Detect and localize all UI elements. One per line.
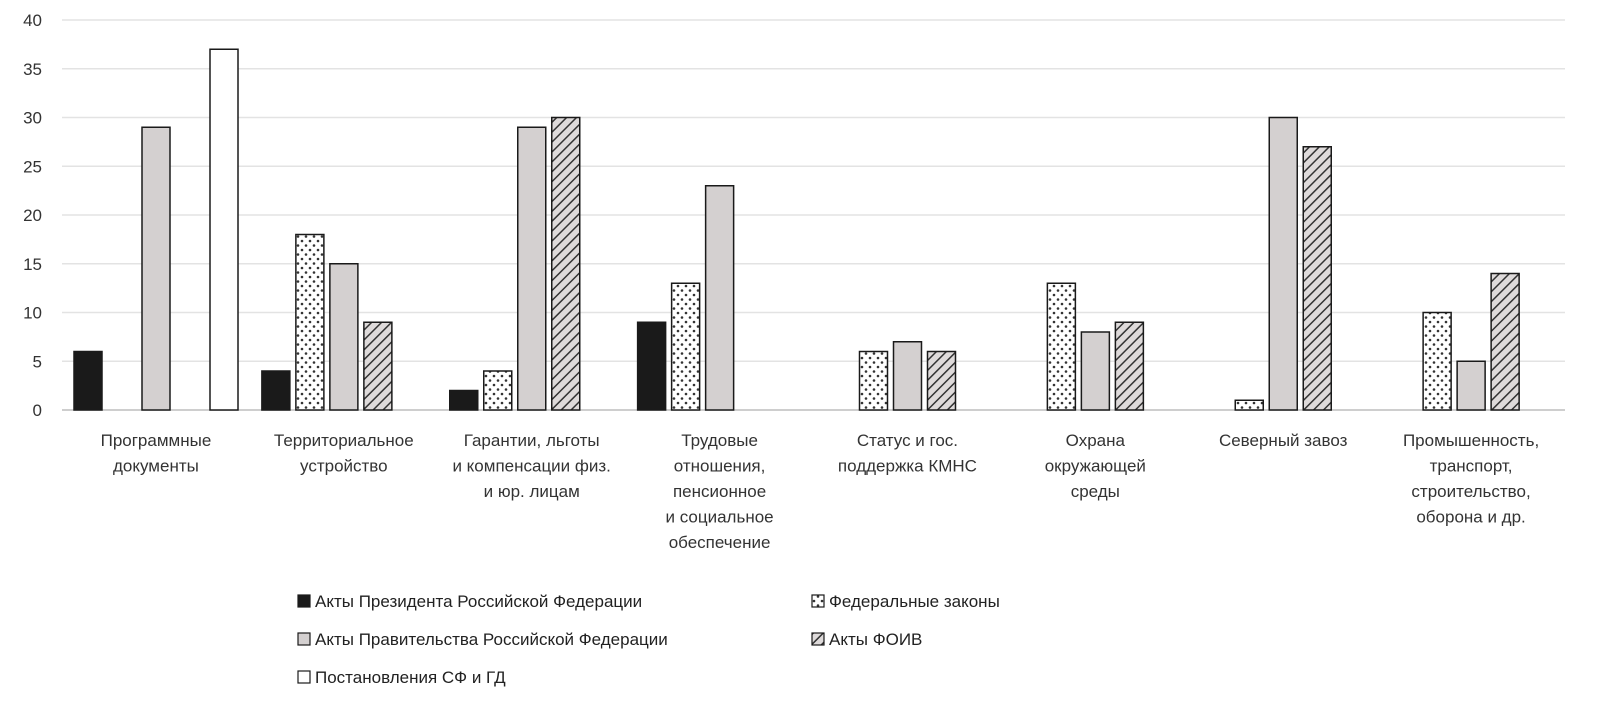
gridlines [62, 19, 1565, 362]
bar-series-2-category-0 [141, 126, 171, 411]
y-tick-label: 25 [23, 157, 42, 176]
x-category-label: Территориальное устройство [274, 431, 414, 476]
legend-swatch [297, 670, 311, 684]
y-tick-label: 5 [33, 352, 42, 371]
legend-swatch [297, 632, 311, 646]
bar-series-3-category-4 [926, 350, 957, 411]
y-tick-label: 35 [23, 60, 42, 79]
legend-label: Акты ФОИВ [829, 630, 922, 649]
legend-item: Акты ФОИВ [811, 630, 922, 649]
bar-series-1-category-7 [1422, 311, 1452, 411]
legend-item: Акты Правительства Российской Федерации [297, 630, 668, 649]
bar-series-3-category-2 [551, 116, 581, 411]
x-category-label: Гарантии, льготы и компенсации физ. и юр. … [452, 431, 610, 501]
x-category-label: Программные документы [101, 431, 212, 476]
x-axis-labels: Программные документы Территориальное устро… [101, 431, 1540, 552]
legend-label: Федеральные законы [829, 592, 1000, 611]
bar-series-3-category-6 [1302, 146, 1332, 411]
bar-series-2-category-2 [517, 126, 547, 411]
bar-series-1-category-4 [858, 350, 889, 411]
bar-series-2-category-5 [1080, 331, 1111, 411]
bar-series-4-category-0 [209, 48, 239, 411]
legend-swatch [811, 632, 825, 646]
bar-series-2-category-1 [329, 263, 359, 411]
legend-item: Акты Президента Российской Федерации [297, 592, 642, 611]
bar-series-2-category-3 [704, 185, 735, 411]
bar-series-3-category-5 [1114, 321, 1145, 411]
x-category-label: Трудовые отношения, пенсионное и социальное… [665, 431, 773, 552]
bar-series-1-category-2 [483, 370, 513, 411]
x-category-label: Северный завоз [1219, 431, 1348, 450]
legend: Акты Президента Российской Федерации Феде… [297, 592, 1000, 687]
bar-series-3-category-7 [1490, 272, 1520, 411]
bar-series-0-category-0 [73, 350, 103, 411]
x-category-label: Промышенность, транспорт, строительство, об… [1403, 431, 1539, 527]
bar-series-1-category-6 [1234, 399, 1264, 411]
y-tick-label: 30 [23, 109, 42, 128]
bar-series-1-category-3 [670, 282, 701, 411]
bar-series-2-category-4 [892, 341, 923, 411]
bar-series-1-category-5 [1046, 282, 1077, 411]
y-tick-label: 0 [33, 401, 42, 420]
legend-item: Федеральные законы [811, 592, 1000, 611]
bar-series-3-category-1 [363, 321, 393, 411]
bar-series-1-category-1 [295, 233, 325, 411]
legend-swatch [297, 594, 311, 608]
legend-label: Акты Президента Российской Федерации [315, 592, 642, 611]
legend-label: Акты Правительства Российской Федерации [315, 630, 668, 649]
y-tick-label: 20 [23, 206, 42, 225]
bar-series-0-category-2 [449, 389, 479, 411]
legend-swatch [811, 594, 825, 608]
y-tick-label: 10 [23, 304, 42, 323]
y-tick-label: 40 [23, 11, 42, 30]
bar-series-0-category-1 [261, 370, 291, 411]
legend-label: Постановления СФ и ГД [315, 668, 506, 687]
bars [73, 48, 1520, 411]
bar-series-0-category-3 [636, 321, 667, 411]
legend-item: Постановления СФ и ГД [297, 668, 506, 687]
bar-series-2-category-7 [1456, 360, 1486, 411]
bar-series-2-category-6 [1268, 116, 1298, 411]
x-category-label: Охрана окружающей среды [1045, 431, 1146, 501]
x-category-label: Статус и гос. поддержка КМНС [838, 431, 977, 476]
y-tick-label: 15 [23, 255, 42, 274]
